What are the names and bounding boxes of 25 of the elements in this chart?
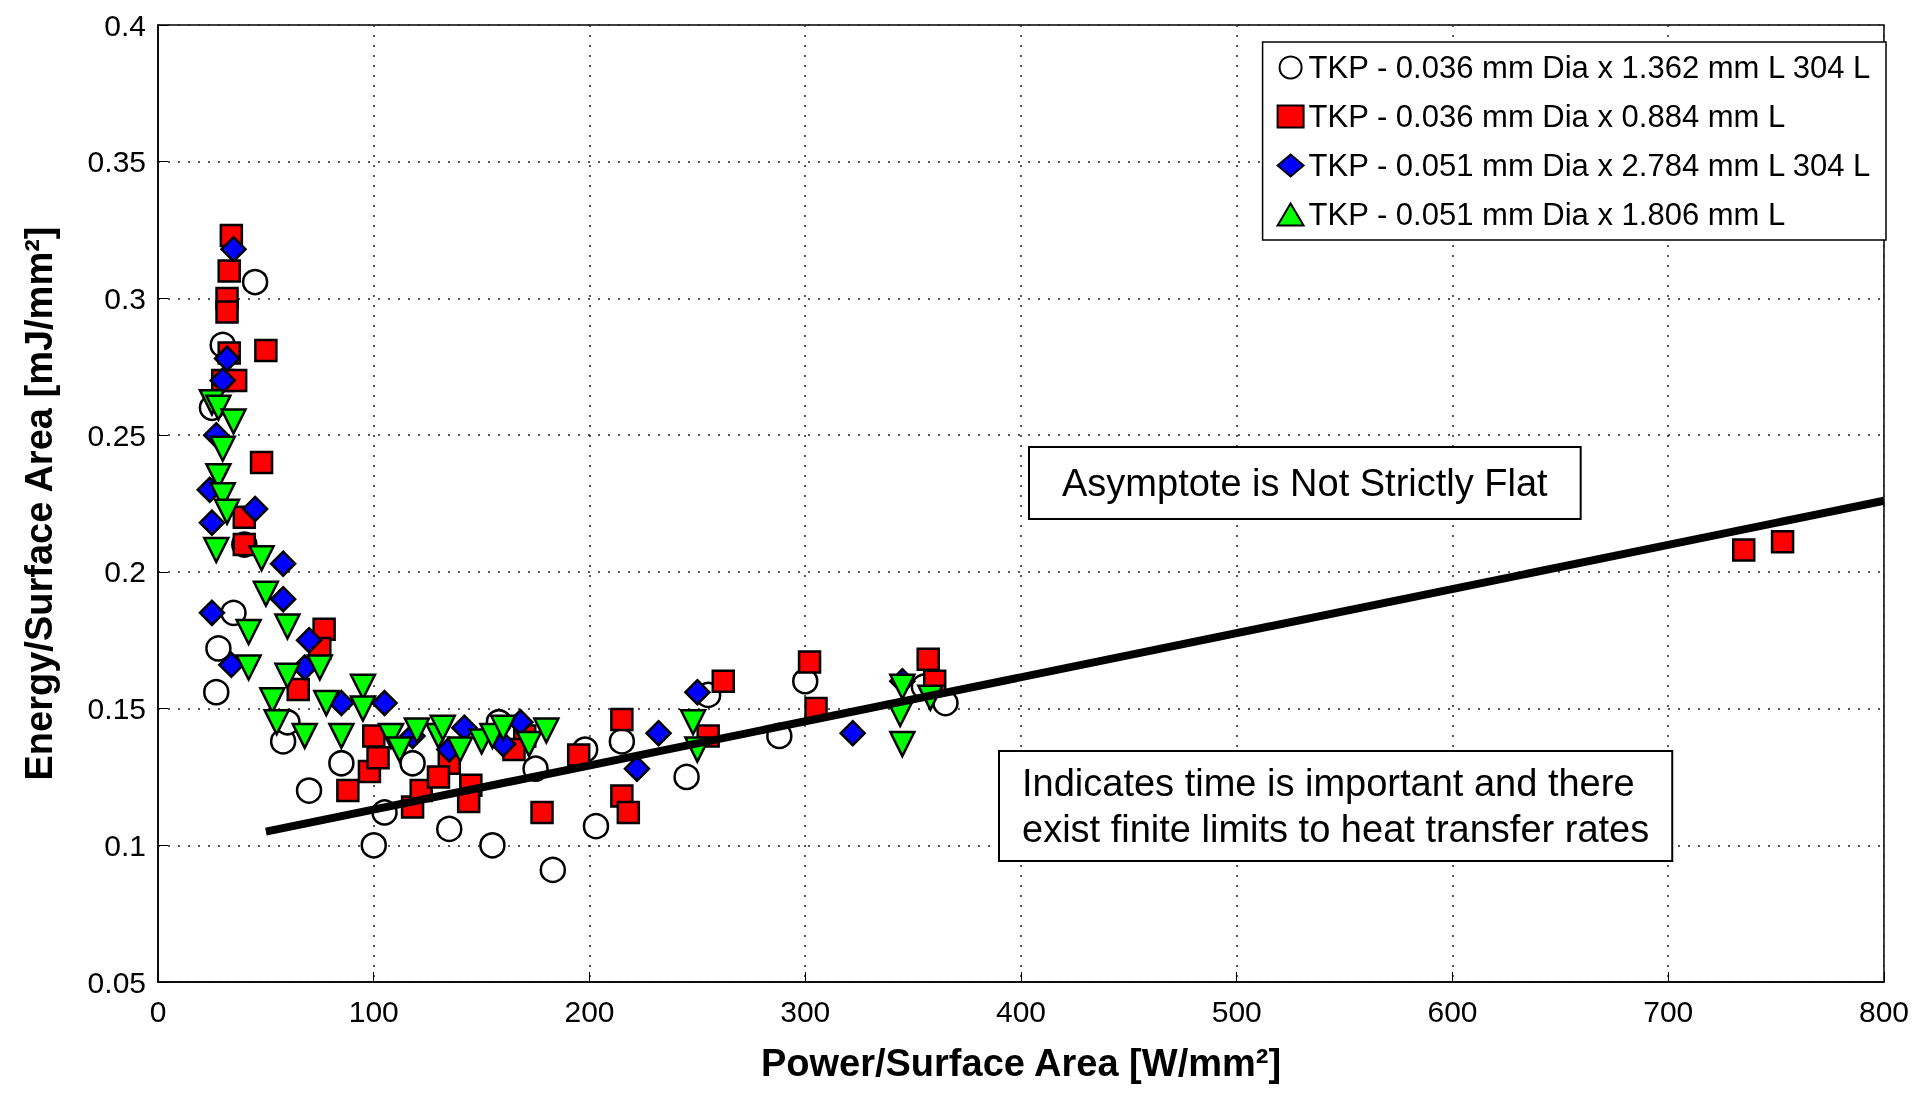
y-tick-label: 0.3 [104,281,146,315]
x-tick-label: 800 [1858,994,1909,1028]
x-tick-label: 200 [564,994,615,1028]
x-tick-label: 400 [995,994,1047,1028]
y-tick-label: 0.1 [104,828,146,862]
legend-label: TKP - 0.051 mm Dia x 2.784 mm L 304 L [1308,148,1871,183]
x-tick-label: 500 [1211,994,1262,1028]
x-tick-label: 300 [780,994,831,1028]
y-tick-label: 0.35 [87,145,146,179]
y-tick-label: 0.2 [104,555,146,589]
x-tick-label: 600 [1427,994,1478,1028]
y-axis-title: Energy/Surface Area [mJ/mm²] [18,226,60,781]
legend-label: TKP - 0.036 mm Dia x 1.362 mm L 304 L [1308,50,1871,85]
y-tick-label: 0.15 [87,692,146,726]
y-tick-label: 0.25 [87,418,146,452]
x-tick-label: 100 [348,994,399,1028]
legend-label: TKP - 0.051 mm Dia x 1.806 mm L [1308,197,1786,232]
annotation: Asymptote is Not Strictly Flat [1062,462,1549,504]
x-axis-title: Power/Surface Area [W/mm²] [760,1042,1282,1084]
y-tick-label: 0.4 [104,8,146,42]
legend-label: TKP - 0.036 mm Dia x 0.884 mm L [1308,99,1786,134]
x-tick-label: 0 [149,994,167,1028]
y-tick-label: 0.05 [87,965,146,999]
annotation: Indicates time is important and there exist finite limits to heat transfer rates [1022,762,1650,850]
x-tick-label: 700 [1643,994,1694,1028]
